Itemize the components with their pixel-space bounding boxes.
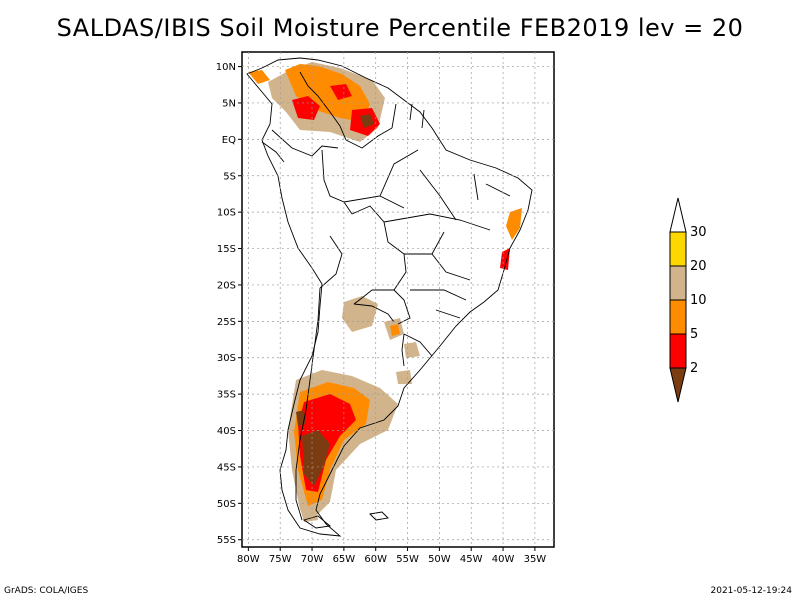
lat-tick-label: 40S	[217, 426, 236, 437]
colorbar-segment	[669, 333, 687, 369]
fill-north-red-c	[330, 84, 352, 100]
footer-credit: GrADS: COLA/IGES	[4, 586, 89, 596]
fill-parana-orange	[390, 324, 400, 336]
colorbar-segment	[669, 265, 687, 301]
latitude-axis: 10N 5N EQ 5S 10S 15S 20S 25S 30S 35S 40S 45S 50S 55S	[216, 62, 242, 546]
lat-tick-label: 20S	[217, 280, 236, 291]
chart-title: SALDAS/IBIS Soil Moisture Percentile FEB…	[56, 14, 744, 42]
colorbar-label: 20	[690, 259, 707, 274]
lon-tick-label: 40W	[492, 554, 515, 565]
fill-north-red-a	[292, 96, 320, 120]
colorbar-segment	[669, 231, 687, 267]
lat-tick-label: EQ	[222, 135, 236, 146]
tierra-del-fuego	[302, 515, 332, 529]
colorbar-label: 30	[690, 225, 707, 240]
colorbar-bottom-arrow	[669, 367, 687, 403]
colorbar-label: 2	[690, 361, 698, 376]
lat-tick-label: 10N	[216, 62, 236, 73]
colorbar: 30 20 10 5 2	[669, 197, 707, 403]
border-guianas	[391, 103, 425, 129]
fill-rs-tan	[396, 370, 412, 384]
colorbar-top-arrow	[669, 197, 687, 233]
fill-north-brown	[360, 114, 374, 128]
lat-tick-label: 30S	[217, 353, 236, 364]
lon-tick-label: 50W	[428, 554, 451, 565]
lat-tick-label: 5S	[223, 171, 236, 182]
country-borders	[246, 57, 533, 537]
lon-tick-label: 70W	[301, 554, 324, 565]
lon-tick-label: 75W	[269, 554, 292, 565]
border-chile-argentina	[295, 287, 321, 521]
border-brazil-states-c	[404, 231, 471, 281]
border-peru-brazil	[321, 149, 353, 215]
longitude-axis: 80W 75W 70W 65W 60W 55W 50W 45W 40W 35W	[237, 547, 546, 565]
lat-tick-label: 45S	[217, 462, 236, 473]
lat-tick-label: 35S	[217, 390, 236, 401]
border-argentina-paraguay	[353, 303, 395, 323]
border-brazil-states-a	[383, 213, 491, 231]
border-venezuela-brazil	[345, 127, 393, 149]
footer-timestamp: 2021-05-12-19:24	[710, 586, 793, 596]
border-argentina-uruguay	[401, 333, 405, 367]
lon-tick-label: 35W	[524, 554, 547, 565]
border-brazil-states-e	[343, 149, 419, 209]
fill-north-orange	[285, 64, 370, 122]
fill-chaco-tan	[342, 296, 378, 332]
colorbar-label: 5	[690, 327, 698, 342]
fill-east-coast-orange	[506, 208, 522, 240]
border-colombia-venezuela	[299, 71, 347, 141]
fill-patagonia-brown	[302, 430, 330, 486]
border-peru-bolivia	[319, 235, 343, 289]
lon-tick-label: 45W	[460, 554, 483, 565]
border-brazil-states-d	[410, 289, 467, 319]
continent-outline	[246, 57, 533, 537]
colorbar-segment	[669, 299, 687, 335]
border-uruguay-brazil	[403, 333, 433, 357]
soil-moisture-fill	[248, 62, 522, 522]
lat-tick-label: 10S	[217, 208, 236, 219]
lat-tick-label: 15S	[217, 244, 236, 255]
fill-colombia-west	[248, 70, 270, 84]
colorbar-label: 10	[690, 293, 707, 308]
border-bolivia-brazil	[351, 205, 407, 291]
fill-uruguay-tan	[404, 342, 420, 358]
lon-tick-label: 80W	[237, 554, 260, 565]
border-bolivia-paraguay	[353, 289, 373, 305]
border-colombia-peru	[271, 129, 339, 157]
gridlines	[242, 52, 554, 547]
lon-tick-label: 55W	[396, 554, 419, 565]
map-frame	[241, 51, 555, 548]
lat-tick-label: 55S	[217, 535, 236, 546]
lat-tick-label: 50S	[217, 499, 236, 510]
fill-east-coast-red	[500, 248, 510, 270]
border-brazil-states-b	[419, 169, 511, 221]
lon-tick-label: 65W	[333, 554, 356, 565]
falklands	[369, 511, 389, 521]
lat-tick-label: 25S	[217, 317, 236, 328]
lon-tick-label: 60W	[364, 554, 387, 565]
lat-tick-label: 5N	[222, 98, 236, 109]
border-ecuador-peru	[261, 141, 285, 163]
fill-fuego-tan	[300, 506, 318, 522]
